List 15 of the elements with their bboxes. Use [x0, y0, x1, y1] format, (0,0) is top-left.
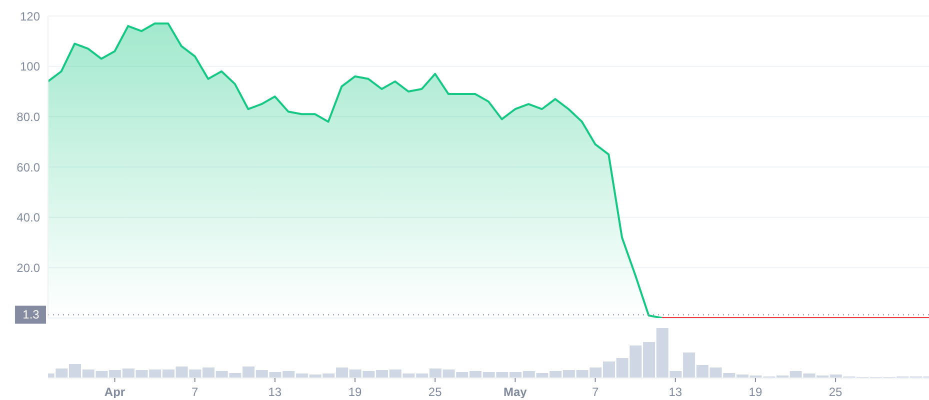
- x-tick-label: 25: [428, 385, 442, 399]
- x-tick-label: 13: [668, 385, 682, 399]
- y-tick-label: 20.0: [16, 260, 40, 275]
- x-tick-label: 7: [191, 385, 198, 399]
- y-tick-label: 100: [20, 60, 40, 74]
- x-tick-label: 25: [828, 385, 843, 399]
- x-tick-label: 7: [592, 385, 599, 399]
- y-tick-label: 40.0: [16, 210, 40, 225]
- x-tick-label: 19: [748, 385, 762, 399]
- y-tick-label: 60.0: [16, 160, 40, 174]
- x-tick-label: 13: [268, 385, 282, 399]
- x-tick-label: 19: [348, 385, 362, 399]
- y-tick-label: 80.0: [16, 110, 40, 124]
- ref-line-label: 1.3: [22, 308, 40, 322]
- y-tick-label: 120: [20, 9, 40, 24]
